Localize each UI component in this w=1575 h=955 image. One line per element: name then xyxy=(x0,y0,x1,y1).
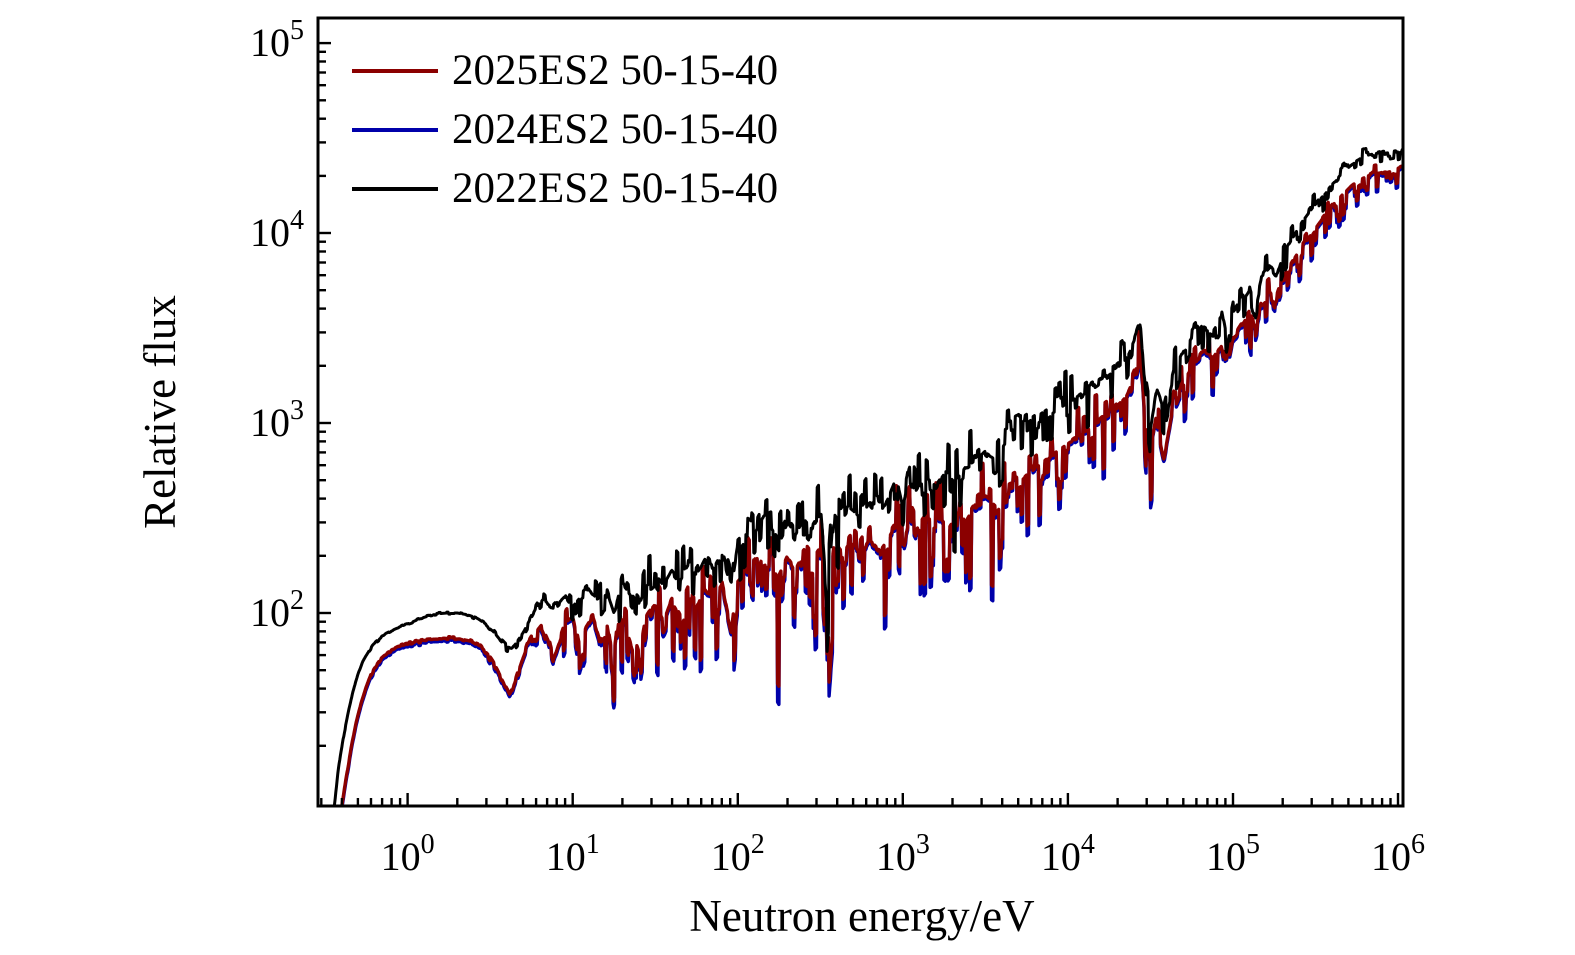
x-tick-label-1e3: 103 xyxy=(876,829,930,879)
x-tick-label-1e6: 106 xyxy=(1371,829,1425,879)
y-tick-label-1e5: 105 xyxy=(250,15,304,65)
legend-line-2025es2 xyxy=(352,68,438,73)
y-tick-label-1e3: 103 xyxy=(250,395,304,445)
x-tick-label-1e5: 105 xyxy=(1206,829,1260,879)
y-tick-label-1e4: 104 xyxy=(250,205,304,255)
y-tick-label-1e2: 102 xyxy=(250,585,304,635)
series-line-2025es2 xyxy=(318,163,1403,806)
legend-label-2025es2: 2025ES2 50-15-40 xyxy=(452,47,779,94)
x-tick-label-1e4: 104 xyxy=(1041,829,1095,879)
axes-frame xyxy=(316,16,1405,808)
legend-label-2024es2: 2024ES2 50-15-40 xyxy=(452,106,779,153)
series-line-2024es2 xyxy=(340,165,1403,806)
legend-item-2024es2: 2024ES2 50-15-40 xyxy=(352,100,778,159)
legend: 2025ES2 50-15-40 2024ES2 50-15-40 2022ES… xyxy=(352,41,778,218)
series-line-2022es2 xyxy=(318,147,1403,806)
legend-line-2022es2 xyxy=(352,186,438,191)
x-axis-title: Neutron energy/eV xyxy=(689,891,1035,941)
x-tick-label-1e0: 100 xyxy=(381,829,435,879)
series-group xyxy=(318,147,1403,806)
legend-label-2022es2: 2022ES2 50-15-40 xyxy=(452,165,779,212)
x-tick-label-1e2: 102 xyxy=(711,829,765,879)
ticks xyxy=(318,41,1400,806)
x-tick-label-1e1: 101 xyxy=(546,829,600,879)
legend-item-2025es2: 2025ES2 50-15-40 xyxy=(352,41,778,100)
legend-item-2022es2: 2022ES2 50-15-40 xyxy=(352,159,778,218)
y-axis-title: Relative flux xyxy=(135,295,185,529)
tick-labels: 100 101 102 103 104 105 106 102 103 104 105 xyxy=(250,15,1425,879)
legend-line-2024es2 xyxy=(352,127,438,132)
